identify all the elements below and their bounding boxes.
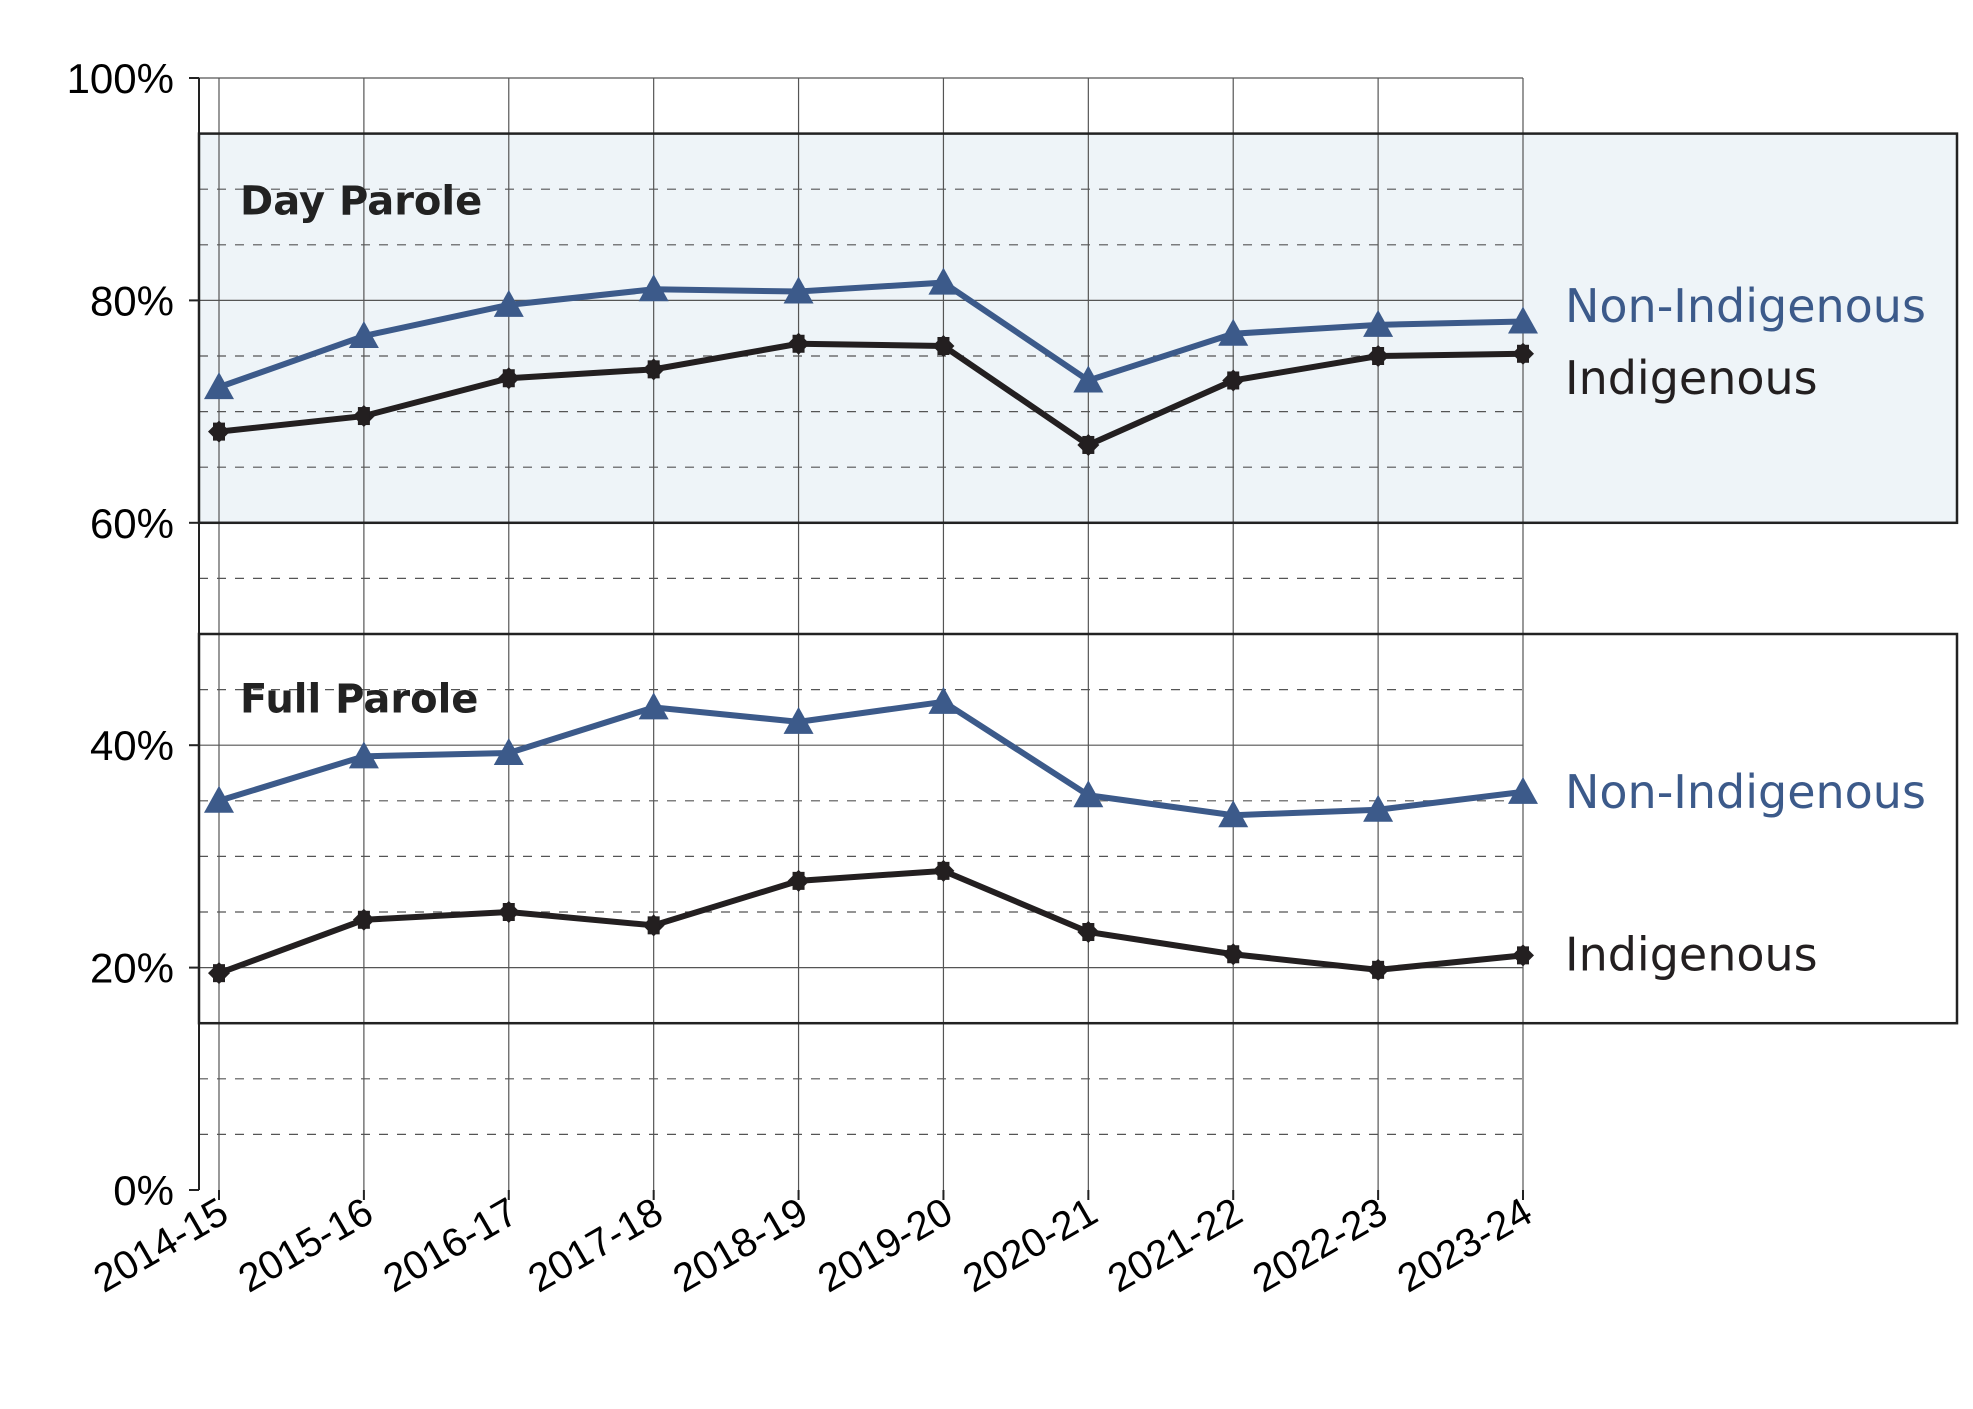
marker-body [647, 916, 660, 935]
diamond-cross-marker [932, 859, 955, 882]
triangle-marker [1363, 794, 1394, 822]
series-label: Indigenous [1565, 927, 1818, 981]
marker-body [1517, 344, 1529, 363]
series-layer [204, 267, 1538, 985]
diamond-cross-marker [1367, 345, 1390, 367]
marker-body [792, 334, 805, 353]
diamond-cross-marker [932, 334, 955, 357]
x-tick-label: 2018-19 [666, 1190, 815, 1302]
triangle-marker [1508, 306, 1538, 334]
diamond-cross-marker [497, 367, 520, 390]
triangle-marker [928, 267, 959, 295]
marker-body [213, 422, 225, 441]
panel-title: Full Parole [240, 676, 478, 722]
x-tick-label: 2019-20 [811, 1190, 960, 1302]
y-tick-label: 0% [113, 1167, 174, 1214]
marker-body [502, 369, 515, 388]
triangle-marker [1508, 776, 1538, 804]
marker-body [213, 964, 225, 983]
marker-body [1372, 960, 1385, 979]
marker-body [1227, 371, 1240, 390]
triangle-marker [928, 686, 959, 714]
marker-body [1227, 945, 1240, 964]
x-tick-label: 2015-16 [231, 1190, 380, 1302]
diamond-cross-marker [208, 420, 230, 443]
diamond-cross-marker [1222, 943, 1245, 966]
triangle-marker [1073, 365, 1104, 393]
triangle-marker [638, 692, 669, 720]
marker-body [1372, 347, 1385, 365]
series-label: Non-Indigenous [1565, 765, 1926, 819]
triangle-marker [204, 372, 234, 400]
triangle-marker [348, 741, 379, 769]
diamond-cross-marker [1077, 921, 1100, 944]
triangle-marker [204, 785, 234, 813]
marker-body [937, 861, 950, 880]
diamond-cross-marker [1367, 958, 1390, 981]
panel-title: Day Parole [240, 178, 482, 224]
series-line-full-indigenous [217, 867, 1524, 976]
series-line-day-indigenous [218, 340, 1524, 449]
triangle-marker [783, 276, 814, 304]
diamond-cross-marker [352, 908, 375, 931]
marker-body [1517, 946, 1529, 965]
marker-body [357, 407, 370, 426]
panel-background-1 [199, 133, 1957, 523]
x-tick-label: 2023-24 [1390, 1190, 1539, 1302]
series-label: Indigenous [1565, 351, 1818, 405]
marker-body [502, 903, 515, 921]
y-tick-label: 20% [90, 945, 174, 992]
diamond-cross-marker [642, 358, 665, 381]
x-tick-label: 2020-21 [956, 1190, 1105, 1302]
labels: Day Parole Non-Indigenous Indigenous Full P… [240, 178, 1926, 981]
triangle-marker [1363, 309, 1394, 337]
x-tick-label: 2017-18 [521, 1190, 670, 1302]
y-tick-label: 100% [67, 55, 174, 102]
triangle-marker [493, 737, 524, 765]
diamond-cross-marker [208, 962, 230, 985]
diamond-cross-marker [787, 869, 810, 892]
x-tick-label: 2022-23 [1245, 1190, 1394, 1302]
marker-body [1082, 923, 1095, 942]
diamond-cross-marker [1512, 342, 1534, 365]
series-line-full-non-indigenous [218, 698, 1524, 819]
marker-body [1082, 435, 1095, 454]
diamond-cross-marker [1512, 944, 1534, 967]
marker-body [937, 336, 950, 355]
diamond-cross-marker [1222, 369, 1245, 392]
diamond-cross-marker [352, 405, 375, 428]
marker-body [792, 871, 805, 890]
y-tick-label: 60% [90, 500, 174, 547]
triangle-marker [348, 320, 379, 348]
triangle-marker [493, 289, 524, 317]
series-label: Non-Indigenous [1565, 279, 1926, 333]
x-tick-label: 2016-17 [376, 1190, 525, 1302]
triangle-marker [1218, 800, 1249, 828]
y-tick-label: 40% [90, 722, 174, 769]
triangle-marker [783, 706, 814, 734]
marker-body [647, 360, 660, 379]
diamond-cross-marker [1077, 433, 1100, 456]
diamond-cross-marker [497, 901, 520, 923]
y-tick-label: 80% [90, 277, 174, 324]
diamond-cross-marker [787, 332, 810, 355]
triangle-marker [1073, 780, 1104, 808]
panel-background-2 [199, 634, 1957, 1024]
series-line-day-non-indigenous [218, 279, 1524, 390]
panel-backgrounds [199, 133, 1957, 1024]
triangle-marker [1218, 318, 1249, 346]
x-tick-label: 2021-22 [1101, 1190, 1250, 1302]
marker-body [357, 910, 370, 929]
diamond-cross-marker [642, 914, 665, 937]
triangle-marker [638, 274, 669, 302]
